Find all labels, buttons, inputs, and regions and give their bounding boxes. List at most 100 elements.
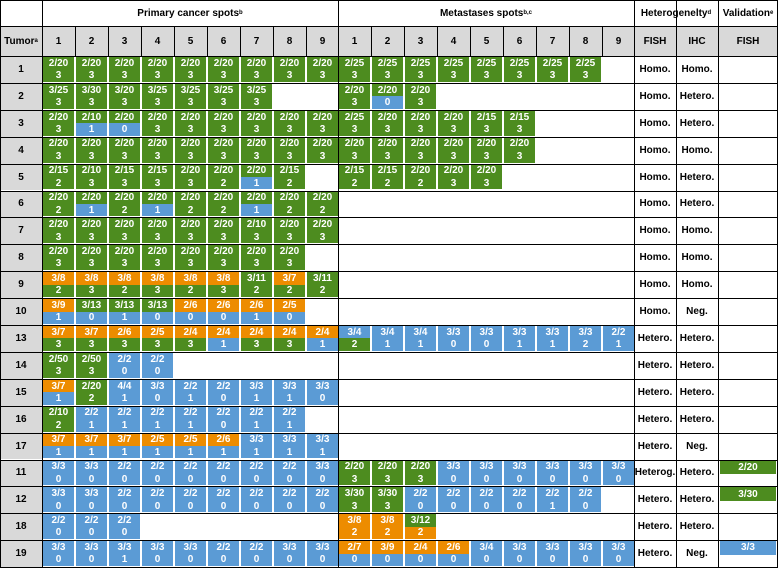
primary-spot-ratio: 3/3 bbox=[307, 460, 338, 473]
primary-spot-ratio: 2/20 bbox=[43, 245, 74, 258]
primary-spot-score: 1 bbox=[307, 446, 338, 459]
ihc-result: Homo. bbox=[681, 279, 713, 291]
primary-spot-score: 1 bbox=[43, 446, 74, 459]
primary-spot-score: 3 bbox=[142, 257, 173, 271]
primary-spot-score: 1 bbox=[274, 446, 305, 459]
primary-spot-score: 2 bbox=[43, 419, 74, 432]
primary-spot-score: 0 bbox=[274, 553, 305, 567]
primary-spot-score: 3 bbox=[109, 96, 140, 109]
fish-result: Homo. bbox=[639, 144, 671, 156]
primary-spot-ratio: 2/2 bbox=[175, 487, 206, 500]
primary-spot-score: 3 bbox=[208, 150, 239, 163]
primary-spot-ratio: 2/20 bbox=[76, 245, 107, 258]
primary-spot-ratio: 4/4 bbox=[109, 379, 140, 393]
primary-spot-score: 0 bbox=[274, 311, 305, 324]
metastases-spot-score: 0 bbox=[603, 553, 634, 567]
primary-spot-score: 1 bbox=[241, 446, 272, 459]
primary-spot-score: 3 bbox=[43, 150, 74, 163]
spot-column-divider bbox=[437, 26, 438, 56]
metastases-spot-score: 3 bbox=[438, 123, 469, 136]
tumor-id: 3 bbox=[0, 109, 42, 137]
row-divider bbox=[0, 325, 778, 326]
primary-spot-ratio: 2/20 bbox=[307, 218, 338, 231]
primary-spot-ratio: 2/4 bbox=[175, 326, 206, 339]
tumor-id: 17 bbox=[0, 432, 42, 460]
primary-spot-score: 3 bbox=[274, 230, 305, 244]
metastases-spot-number: 8 bbox=[569, 26, 602, 56]
row-divider bbox=[0, 190, 778, 192]
metastases-spot-ratio: 2/25 bbox=[504, 57, 535, 70]
metastases-spot-score: 3 bbox=[471, 69, 502, 82]
ihc-result: Hetero. bbox=[679, 359, 715, 371]
fish-result: Hetero. bbox=[637, 332, 673, 344]
row-divider bbox=[0, 432, 778, 434]
ihc-result: Hetero. bbox=[679, 117, 715, 129]
primary-spot-score: 1 bbox=[241, 311, 272, 324]
primary-spot-score: 1 bbox=[307, 338, 338, 351]
primary-spot-score: 0 bbox=[76, 472, 107, 486]
column-divider bbox=[338, 0, 339, 568]
metastases-spot-score: 3 bbox=[471, 177, 502, 190]
metastases-spot-score: 1 bbox=[372, 338, 403, 351]
primary-spot-ratio: 2/20 bbox=[43, 191, 74, 204]
primary-spot-score: 3 bbox=[274, 123, 305, 136]
primary-spot-ratio: 3/3 bbox=[241, 433, 272, 447]
column-divider bbox=[718, 0, 719, 568]
metastases-spot-score: 3 bbox=[537, 69, 568, 82]
primary-spot-score: 2 bbox=[76, 392, 107, 405]
primary-spot-score: 0 bbox=[43, 499, 74, 513]
row-divider bbox=[0, 0, 778, 1]
row-divider bbox=[0, 271, 778, 273]
ihc-result: Homo. bbox=[681, 63, 713, 75]
primary-spot-ratio: 2/6 bbox=[241, 299, 272, 312]
primary-spot-score: 0 bbox=[208, 311, 239, 324]
primary-spot-ratio: 2/20 bbox=[307, 110, 338, 124]
metastases-spot-ratio: 3/3 bbox=[438, 326, 469, 339]
primary-spot-ratio: 3/3 bbox=[43, 487, 74, 500]
metastases-spot-score: 3 bbox=[372, 499, 403, 513]
primary-spot-score: 3 bbox=[109, 177, 140, 190]
primary-spot-ratio: 3/7 bbox=[274, 272, 305, 285]
metastases-header-text: Metastases spots bbox=[439, 7, 524, 19]
ihc-result: Hetero. bbox=[679, 90, 715, 102]
primary-spot-ratio: 3/20 bbox=[109, 83, 140, 97]
validation-header: Validation e bbox=[718, 0, 778, 26]
primary-spot-ratio: 2/2 bbox=[241, 460, 272, 473]
metastases-spot-score: 0 bbox=[438, 499, 469, 513]
primary-spot-ratio: 2/10 bbox=[76, 164, 107, 178]
metastases-spot-score: 2 bbox=[405, 177, 436, 190]
primary-spot-score: 3 bbox=[241, 69, 272, 82]
tumor-id: 14 bbox=[0, 351, 42, 379]
primary-spot-score: 1 bbox=[241, 177, 272, 190]
validation-header-text: Validation bbox=[722, 7, 770, 19]
primary-spot-ratio: 2/20 bbox=[43, 110, 74, 124]
tumor-id: 9 bbox=[0, 271, 42, 299]
fish-result: Hetero. bbox=[637, 359, 673, 371]
primary-spot-score: 3 bbox=[175, 257, 206, 271]
primary-spot-ratio: 3/8 bbox=[76, 272, 107, 285]
metastases-spot-ratio: 2/2 bbox=[603, 326, 634, 339]
metastases-spot-score: 1 bbox=[537, 338, 568, 351]
metastases-spot-ratio: 3/8 bbox=[339, 514, 370, 527]
metastases-spot-ratio: 3/3 bbox=[471, 326, 502, 339]
primary-spot-ratio: 2/20 bbox=[76, 191, 107, 204]
primary-spot-score: 3 bbox=[142, 177, 173, 190]
primary-spot-ratio: 3/3 bbox=[109, 541, 140, 554]
fish-result: Homo. bbox=[639, 90, 671, 102]
metastases-spot-ratio: 2/20 bbox=[405, 110, 436, 124]
primary-spot-ratio: 3/13 bbox=[76, 299, 107, 312]
primary-spot-score: 3 bbox=[109, 150, 140, 163]
spot-column-divider bbox=[371, 26, 372, 56]
primary-spot-score: 3 bbox=[175, 338, 206, 351]
metastases-spot-ratio: 2/20 bbox=[372, 110, 403, 124]
primary-spot-ratio: 3/3 bbox=[142, 379, 173, 393]
ihc-result: Hetero. bbox=[679, 521, 715, 533]
metastases-spot-ratio: 2/2 bbox=[438, 487, 469, 500]
primary-spot-ratio: 3/7 bbox=[76, 326, 107, 339]
heterogeneity-header-superscript: d bbox=[707, 10, 712, 16]
metastases-spot-ratio: 2/25 bbox=[471, 57, 502, 70]
primary-spot-ratio: 2/2 bbox=[142, 460, 173, 473]
primary-spot-score: 1 bbox=[241, 203, 272, 217]
primary-spot-score: 3 bbox=[76, 177, 107, 190]
primary-spot-ratio: 2/6 bbox=[208, 299, 239, 312]
